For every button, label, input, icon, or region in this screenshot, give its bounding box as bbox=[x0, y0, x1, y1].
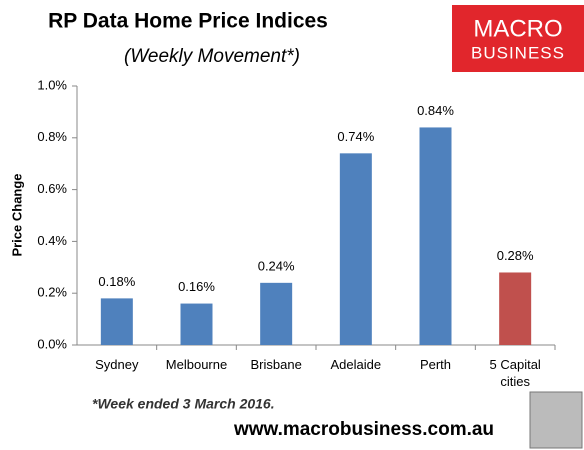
bar bbox=[419, 127, 452, 345]
x-tick-label: Melbourne bbox=[165, 357, 228, 372]
y-tick-label: 0.8% bbox=[37, 129, 67, 144]
x-tick-label-box: Sydney bbox=[95, 357, 139, 372]
logo-image bbox=[529, 391, 583, 449]
x-tick-label-box: Perth bbox=[419, 357, 452, 372]
value-label: 0.24% bbox=[258, 258, 295, 273]
value-label: 0.84% bbox=[417, 103, 454, 118]
logo-text: MACRO bbox=[473, 15, 562, 42]
x-tick-label-box: 5 Capital cities bbox=[489, 357, 541, 389]
x-tick-label: Brisbane bbox=[250, 357, 302, 372]
chart-subtitle: (Weekly Movement*) bbox=[124, 46, 300, 67]
source: www.macrobusiness.com.au bbox=[233, 419, 494, 440]
bar bbox=[100, 298, 133, 345]
x-tick-label: Adelaide bbox=[330, 357, 382, 372]
y-tick-label: 1.0% bbox=[37, 77, 67, 92]
bar bbox=[499, 272, 532, 345]
value-label: 0.28% bbox=[497, 248, 534, 263]
y-axis-label: Price Change bbox=[9, 173, 24, 256]
x-tick-label: 5 Capital cities bbox=[489, 357, 541, 389]
y-tick-label: 0.6% bbox=[37, 181, 67, 196]
value-label: 0.18% bbox=[98, 274, 135, 289]
y-tick-label: 0.0% bbox=[37, 336, 67, 351]
value-label: 0.16% bbox=[178, 279, 215, 294]
x-tick-label: Sydney bbox=[95, 357, 139, 372]
bar bbox=[180, 303, 213, 345]
bar bbox=[339, 153, 372, 345]
footnote: *Week ended 3 March 2016. bbox=[92, 396, 275, 412]
y-tick-label: 0.2% bbox=[37, 285, 67, 300]
chart-title: RP Data Home Price Indices bbox=[48, 10, 328, 33]
x-tick-label: Perth bbox=[419, 357, 452, 372]
logo-text: BUSINESS bbox=[471, 43, 565, 62]
x-tick-label-box: Melbourne bbox=[165, 357, 228, 372]
y-tick-label: 0.4% bbox=[37, 233, 67, 248]
value-label: 0.74% bbox=[337, 129, 374, 144]
x-tick-label-box: Brisbane bbox=[250, 357, 302, 372]
logo-box bbox=[452, 5, 584, 72]
bar bbox=[260, 282, 293, 345]
x-tick-label-box: Adelaide bbox=[330, 357, 382, 372]
